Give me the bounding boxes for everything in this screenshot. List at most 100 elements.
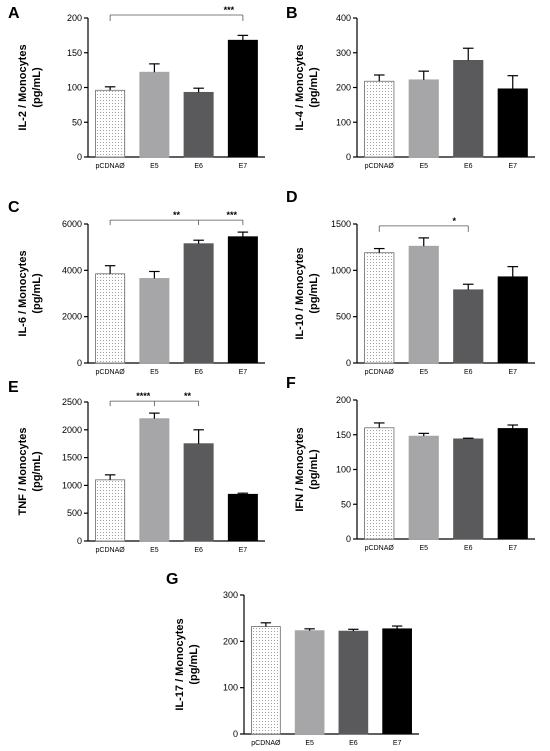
y-tick-label: 300 bbox=[336, 48, 351, 58]
x-tick-label: E6 bbox=[464, 545, 473, 552]
y-tick-label: 400 bbox=[336, 13, 351, 23]
x-tick-label: pCDNAØ bbox=[251, 740, 281, 747]
bar-e5 bbox=[139, 278, 170, 364]
x-tick-label: pCDNAØ bbox=[96, 163, 126, 170]
y-tick-label: 1500 bbox=[331, 219, 351, 229]
bar-pcdna bbox=[95, 89, 126, 158]
panel-letter: B bbox=[286, 5, 298, 22]
significance-label: ** bbox=[173, 210, 181, 220]
y-tick-label: 0 bbox=[77, 536, 82, 546]
significance-label: ** bbox=[184, 391, 192, 401]
y-axis-label: (pg/mL) bbox=[308, 67, 320, 108]
x-tick-label: E6 bbox=[194, 369, 203, 376]
x-tick-label: pCDNAØ bbox=[365, 163, 395, 170]
y-tick-label: 0 bbox=[77, 152, 82, 162]
y-tick-label: 2000 bbox=[62, 312, 82, 322]
y-tick-label: 200 bbox=[67, 13, 82, 23]
y-tick-label: 150 bbox=[336, 430, 351, 440]
y-axis-label: IL-2 / Monocytes bbox=[17, 44, 29, 130]
y-axis-label: IL-6 / Monocytes bbox=[17, 250, 29, 336]
bar-e5 bbox=[408, 79, 439, 158]
y-axis-label: IFN / Monocytes bbox=[294, 427, 306, 511]
y-tick-label: 1500 bbox=[62, 453, 82, 463]
x-tick-label: pCDNAØ bbox=[96, 547, 126, 554]
bar-pcdna bbox=[364, 427, 395, 540]
significance-label: * bbox=[452, 216, 456, 226]
bar-e5 bbox=[139, 418, 170, 542]
x-tick-label: E5 bbox=[305, 740, 314, 747]
x-tick-label: E6 bbox=[464, 369, 473, 376]
y-axis-label: (pg/mL) bbox=[308, 449, 320, 490]
significance-label: *** bbox=[227, 210, 238, 220]
y-tick-label: 100 bbox=[336, 117, 351, 127]
bar-e6 bbox=[183, 443, 214, 542]
y-tick-label: 50 bbox=[72, 117, 82, 127]
y-tick-label: 100 bbox=[336, 465, 351, 475]
y-axis-label: (pg/mL) bbox=[31, 67, 43, 108]
y-tick-label: 6000 bbox=[62, 219, 82, 229]
x-tick-label: E6 bbox=[349, 740, 358, 747]
y-tick-label: 200 bbox=[336, 83, 351, 93]
y-tick-label: 200 bbox=[336, 395, 351, 405]
panel-letter: E bbox=[8, 379, 19, 396]
x-tick-label: pCDNAØ bbox=[365, 369, 395, 376]
x-tick-label: E5 bbox=[419, 163, 428, 170]
x-tick-label: E7 bbox=[393, 740, 402, 747]
y-axis-label: (pg/mL) bbox=[31, 273, 43, 314]
bar-e7 bbox=[227, 39, 258, 158]
x-tick-label: E7 bbox=[239, 369, 248, 376]
y-tick-label: 0 bbox=[77, 358, 82, 368]
panel-g: G IL-17 / Monocytes (pg/mL) 0 100 200 300 pCDNA… bbox=[166, 571, 419, 747]
x-tick-label: E5 bbox=[419, 369, 428, 376]
y-tick-label: 0 bbox=[346, 152, 351, 162]
bar-e6 bbox=[338, 630, 369, 735]
y-tick-label: 4000 bbox=[62, 265, 82, 275]
x-tick-label: E6 bbox=[194, 163, 203, 170]
x-tick-label: E7 bbox=[508, 163, 517, 170]
panel-f: F IFN / Monocytes (pg/mL) 0 50 100 150 200 pCDNA… bbox=[286, 375, 535, 552]
x-tick-label: pCDNAØ bbox=[365, 545, 395, 552]
panel-letter: G bbox=[166, 571, 178, 588]
y-tick-label: 500 bbox=[336, 312, 351, 322]
bar-pcdna bbox=[364, 252, 395, 364]
panel-letter: C bbox=[8, 199, 20, 216]
bar-e7 bbox=[497, 276, 528, 364]
bar-e5 bbox=[408, 245, 439, 364]
significance-label: **** bbox=[136, 391, 151, 401]
bar-e6 bbox=[453, 59, 484, 158]
y-axis-label: IL-4 / Monocytes bbox=[294, 44, 306, 130]
x-tick-label: pCDNAØ bbox=[96, 369, 126, 376]
y-axis-label: (pg/mL) bbox=[31, 451, 43, 492]
y-tick-label: 2000 bbox=[62, 425, 82, 435]
panel-e: E TNF / Monocytes (pg/mL) 0 500 1000 1500 2000 2… bbox=[8, 379, 265, 554]
x-tick-label: E5 bbox=[150, 369, 159, 376]
y-tick-label: 100 bbox=[67, 83, 82, 93]
bar-e5 bbox=[294, 630, 325, 735]
x-tick-label: E5 bbox=[419, 545, 428, 552]
x-tick-label: E5 bbox=[150, 163, 159, 170]
bar-pcdna bbox=[251, 626, 281, 735]
panel-letter: D bbox=[286, 189, 298, 206]
bar-e6 bbox=[453, 438, 484, 540]
y-tick-label: 200 bbox=[223, 636, 238, 646]
y-axis-label: IL-17 / Monocytes bbox=[174, 618, 186, 710]
y-axis-label: (pg/mL) bbox=[188, 644, 200, 685]
y-axis-label: (pg/mL) bbox=[308, 273, 320, 314]
bar-e7 bbox=[497, 88, 528, 158]
y-tick-label: 100 bbox=[223, 683, 238, 693]
y-tick-label: 0 bbox=[346, 358, 351, 368]
panel-letter: A bbox=[8, 5, 20, 22]
bar-e5 bbox=[139, 71, 170, 158]
bar-e6 bbox=[183, 243, 214, 364]
x-tick-label: E7 bbox=[508, 369, 517, 376]
x-tick-label: E6 bbox=[464, 163, 473, 170]
y-tick-label: 0 bbox=[233, 729, 238, 739]
y-tick-label: 1000 bbox=[62, 480, 82, 490]
x-tick-label: E5 bbox=[150, 547, 159, 554]
panel-letter: F bbox=[286, 375, 296, 392]
bar-pcdna bbox=[95, 273, 126, 364]
bar-pcdna bbox=[95, 479, 126, 542]
significance-label: *** bbox=[224, 5, 235, 15]
bar-e7 bbox=[382, 628, 412, 735]
